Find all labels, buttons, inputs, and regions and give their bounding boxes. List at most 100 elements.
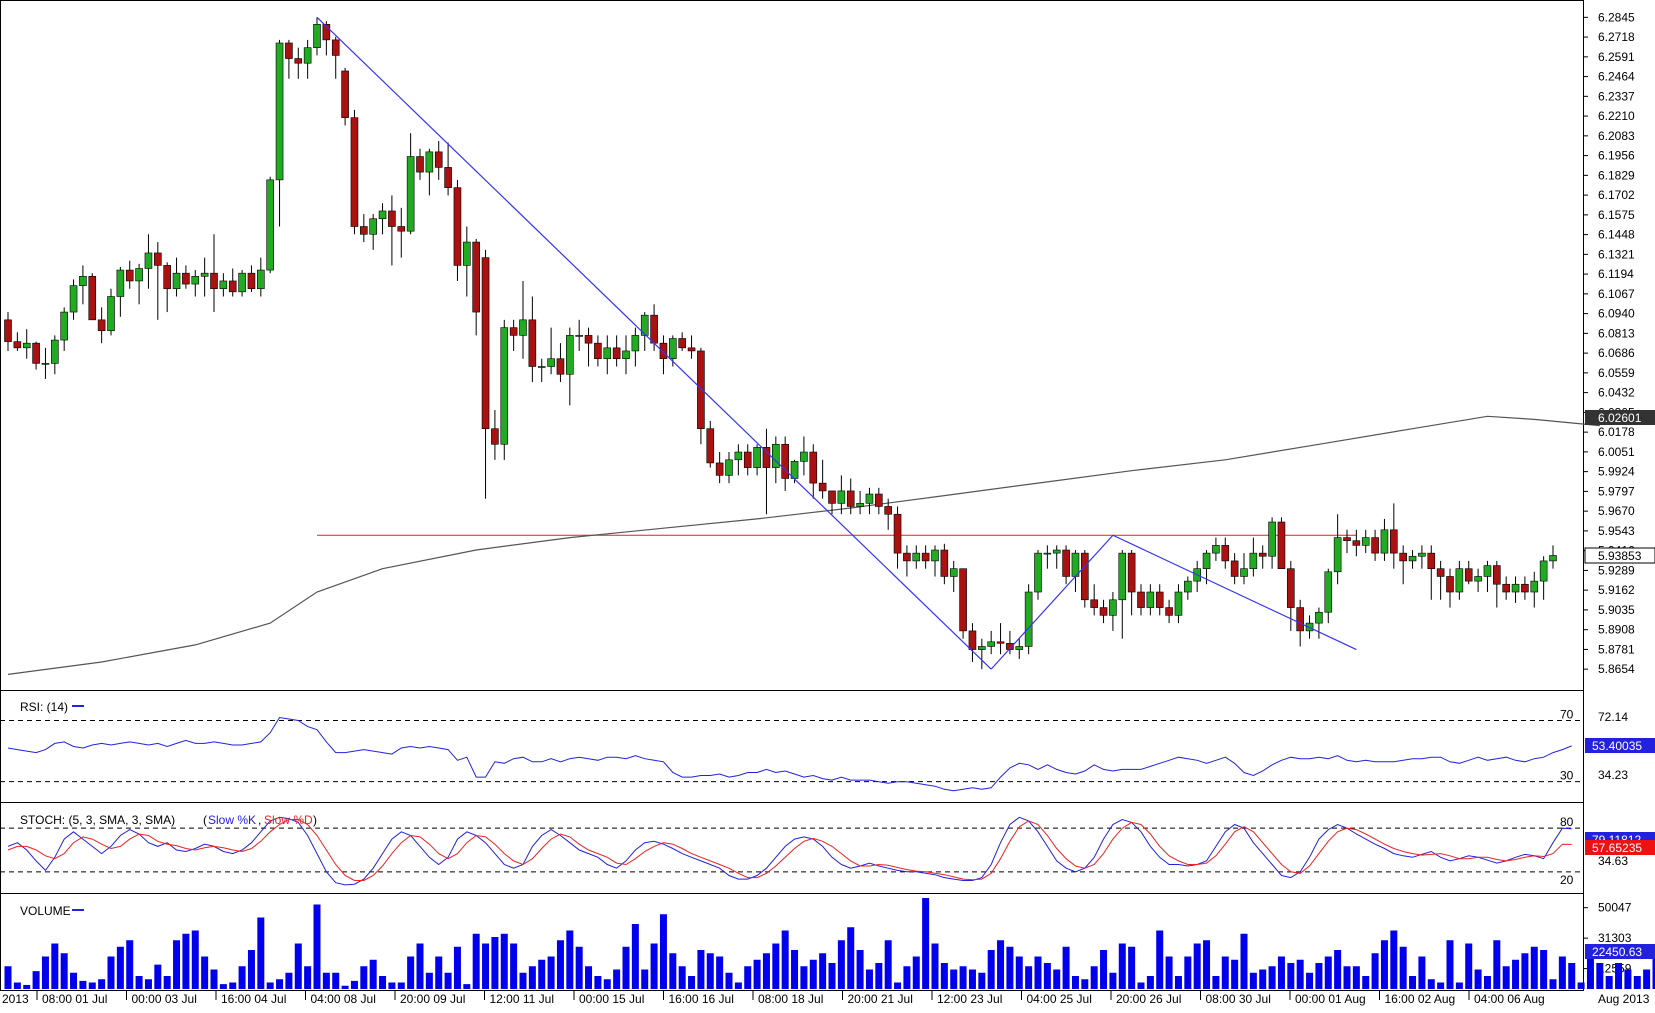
candle-body <box>1203 553 1210 569</box>
volume-bar <box>1306 973 1313 989</box>
candle-body <box>1044 553 1051 554</box>
candle-body <box>239 273 246 292</box>
candle-body <box>267 180 274 270</box>
candle-body <box>1053 550 1060 553</box>
volume-bar <box>1512 960 1519 989</box>
candle-body <box>1390 530 1397 553</box>
volume-bar <box>810 960 817 989</box>
candle-body <box>1278 522 1285 569</box>
candle-body <box>1147 592 1154 608</box>
candle-body <box>1166 608 1173 616</box>
price-tick-label: 5.8908 <box>1598 623 1635 637</box>
price-tick-label: 5.9162 <box>1598 583 1635 597</box>
volume-bar <box>903 966 910 989</box>
volume-bar <box>370 960 377 989</box>
candle-body <box>913 553 920 561</box>
volume-bar <box>1222 957 1229 990</box>
volume-bar <box>426 973 433 989</box>
volume-bar <box>969 970 976 990</box>
volume-bar <box>1138 983 1145 990</box>
candle-body <box>950 569 957 577</box>
volume-bar <box>950 970 957 990</box>
candle-body <box>1447 576 1454 592</box>
candle-body <box>61 312 68 340</box>
stoch-d-tag: 57.65235 <box>1592 841 1642 855</box>
rsi-tick-label: 34.23 <box>1598 768 1628 782</box>
volume-bar <box>1531 947 1538 989</box>
volume-bar <box>342 986 349 989</box>
volume-bar <box>1128 947 1135 989</box>
volume-bar <box>1231 960 1238 989</box>
candle-body <box>847 491 854 507</box>
candle-body <box>117 270 124 296</box>
rsi-level-label: 30 <box>1560 769 1574 783</box>
price-tick-label: 5.9797 <box>1598 484 1635 498</box>
volume-bar <box>1390 931 1397 990</box>
candle-body <box>1035 553 1042 592</box>
candle-body <box>1222 545 1229 561</box>
volume-bar <box>229 983 236 990</box>
candle-body <box>885 506 892 514</box>
volume-bar <box>1100 950 1107 989</box>
volume-bar <box>417 944 424 990</box>
price-tick-label: 6.2464 <box>1598 70 1635 84</box>
candle-body <box>276 43 283 180</box>
candle-body <box>997 642 1004 644</box>
candle-body <box>1287 569 1294 608</box>
rsi-title-marker <box>72 705 84 707</box>
candle-body <box>370 219 377 235</box>
volume-bar <box>304 966 311 989</box>
volume-bar <box>1006 947 1013 989</box>
volume-bar <box>1016 957 1023 990</box>
volume-bar <box>435 957 442 990</box>
volume-bar <box>594 976 601 989</box>
stoch-legend-close: ) <box>313 813 317 827</box>
volume-bar <box>1456 983 1463 990</box>
volume-bar <box>61 953 68 989</box>
time-tick-label: 00:00 01 Aug <box>1295 992 1366 1006</box>
candle-body <box>1175 592 1182 615</box>
price-tick-label: 6.0559 <box>1598 366 1635 380</box>
candle-body <box>417 157 424 173</box>
candle-body <box>1334 538 1341 572</box>
price-tick-label: 5.9543 <box>1598 524 1635 538</box>
volume-bar <box>473 934 480 989</box>
candle-body <box>679 339 686 348</box>
volume-bar <box>491 937 498 989</box>
candle-body <box>126 270 133 281</box>
candle-body <box>669 339 676 359</box>
candle-body <box>473 242 480 312</box>
candle-body <box>351 118 358 227</box>
volume-bar <box>791 950 798 989</box>
price-tick-label: 6.0051 <box>1598 445 1635 459</box>
candle-body <box>894 514 901 553</box>
candle-body <box>1128 553 1135 592</box>
candle-body <box>463 242 470 265</box>
volume-bar <box>323 973 330 989</box>
time-tick-label: Aug 2013 <box>1598 992 1650 1006</box>
volume-bar <box>211 970 218 990</box>
volume-bar <box>398 983 405 990</box>
volume-bar <box>239 966 246 989</box>
volume-bar <box>1334 950 1341 989</box>
candle-body <box>145 253 152 269</box>
candle-body <box>800 452 807 461</box>
volume-bar <box>1166 957 1173 990</box>
volume-bar <box>1063 947 1070 989</box>
candle-body <box>51 340 58 363</box>
volume-bar <box>136 976 143 989</box>
volume-bar <box>1493 940 1500 989</box>
candle-body <box>136 269 143 281</box>
candle-body <box>1063 550 1070 576</box>
price-tick-label: 6.2337 <box>1598 89 1635 103</box>
candle-body <box>697 351 704 429</box>
candle-body <box>426 152 433 172</box>
time-tick-label: 16:00 04 Jul <box>221 992 286 1006</box>
candle-body <box>1212 545 1219 553</box>
candle-body <box>257 270 264 289</box>
